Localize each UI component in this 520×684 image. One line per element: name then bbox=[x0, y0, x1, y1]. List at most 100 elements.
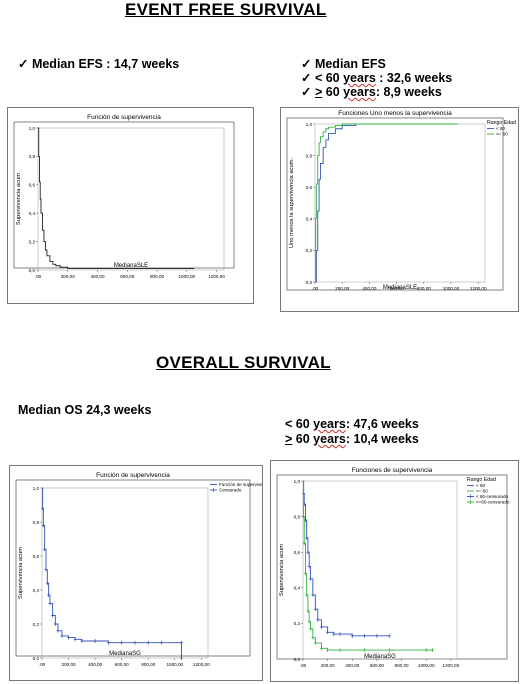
inner-frame bbox=[13, 121, 235, 269]
x-tick-label: 1200,00 bbox=[208, 274, 225, 279]
inner-frame bbox=[276, 474, 508, 660]
legend-entry: >= 60 bbox=[496, 132, 508, 137]
x-tick-label: 600,00 bbox=[390, 286, 404, 291]
os-ge60-years: years bbox=[313, 432, 346, 446]
os-lt60-prefix: < 60 bbox=[285, 417, 314, 431]
x-tick-label: 1200,00 bbox=[443, 663, 460, 668]
chart-os-overall-panel: Función de supervivencia 0,0 0,2 0,4 0,6 0,8 1… bbox=[9, 465, 263, 681]
efs-median-ge60: ✓ > 60 years: 8,9 weeks bbox=[301, 84, 442, 99]
chart-efs-overall-panel: Función de supervivencia 0,0 0,2 0,4 0,6 0,8 1… bbox=[7, 107, 254, 304]
y-tick-label: 0,4 bbox=[294, 586, 301, 591]
inner-frame bbox=[286, 117, 504, 291]
chart-efs-by-age: Funciones Uno menos la supervivencia 0,0 0… bbox=[286, 110, 516, 291]
x-tick-label: 200,00 bbox=[335, 286, 349, 291]
x-tick-label: 1000,00 bbox=[178, 274, 195, 279]
y-tick-label: 0,8 bbox=[29, 154, 36, 159]
x-axis-label: MedianaSG bbox=[109, 651, 141, 657]
os-median-lt60: < 60 years: 47,6 weeks bbox=[285, 417, 419, 431]
y-tick-label: 0,6 bbox=[33, 554, 40, 559]
efs-ge60-value: : 8,9 weeks bbox=[375, 85, 442, 99]
x-tick-label: .00 bbox=[312, 286, 319, 291]
legend-title: Rango Edad bbox=[467, 477, 496, 483]
efs-ge60-mid: 60 bbox=[322, 85, 344, 99]
legend-entry: Censurado bbox=[219, 488, 242, 493]
y-tick-label: 1,0 bbox=[294, 479, 301, 484]
x-tick-label: 600,00 bbox=[115, 662, 129, 667]
x-axis-label: MedianaSG bbox=[364, 654, 396, 660]
efs-lt60-years: years bbox=[343, 71, 376, 85]
y-axis-label: Uno menos la supervivencia acum. bbox=[289, 158, 295, 249]
x-tick-label: 1200,00 bbox=[193, 662, 210, 667]
x-tick-label: 400,00 bbox=[362, 286, 376, 291]
y-tick-label: 0,2 bbox=[306, 248, 313, 253]
y-tick-label: 0,0 bbox=[29, 268, 36, 273]
y-tick-label: 0,4 bbox=[29, 211, 36, 216]
legend-entry: >=60-censurado bbox=[476, 500, 510, 505]
os-ge60-mid: 60 bbox=[292, 432, 314, 446]
efs-ge60-symbol: > bbox=[314, 85, 323, 99]
x-tick-label: 800,00 bbox=[395, 663, 409, 668]
chart-efs-overall: Función de supervivencia 0,0 0,2 0,4 0,6 0,8 1… bbox=[13, 114, 235, 279]
x-tick-label: 1200,00 bbox=[470, 286, 487, 291]
y-tick-label: 0,6 bbox=[294, 550, 301, 555]
y-tick-label: 1,0 bbox=[33, 486, 40, 491]
chart-os-overall: Función de supervivencia 0,0 0,2 0,4 0,6 0,8 1… bbox=[15, 472, 262, 667]
y-tick-label: 0,0 bbox=[33, 656, 40, 661]
y-tick-label: 0,8 bbox=[306, 153, 313, 158]
efs-lt60-prefix: ✓ < 60 bbox=[301, 71, 344, 85]
plot-area bbox=[37, 127, 225, 271]
series-line bbox=[315, 123, 411, 283]
y-tick-label: 1,0 bbox=[29, 126, 36, 131]
y-tick-label: 0,8 bbox=[33, 520, 40, 525]
chart-title: Funciones de supervivencia bbox=[352, 467, 433, 474]
legend-title: Rango Edad bbox=[487, 120, 516, 126]
chart-efs-by-age-panel: Funciones Uno menos la supervivencia 0,0 0… bbox=[280, 107, 519, 312]
x-tick-label: .00 bbox=[35, 274, 42, 279]
legend-entry: < 60 bbox=[496, 126, 506, 131]
chart-os-by-age-panel: Funciones de supervivencia 0,0 0,2 0,4 0,6 0,… bbox=[270, 460, 519, 682]
y-tick-label: 0,6 bbox=[29, 183, 36, 188]
x-tick-label: 400,00 bbox=[345, 663, 359, 668]
plot-area bbox=[302, 480, 458, 660]
chart-title: Funciones Uno menos la supervivencia bbox=[338, 110, 452, 117]
efs-median-all: ✓ Median EFS : 14,7 weeks bbox=[18, 57, 180, 71]
x-tick-label: 800,00 bbox=[417, 286, 431, 291]
chart-title: Función de supervivencia bbox=[96, 472, 170, 479]
x-tick-label: 400,00 bbox=[88, 662, 102, 667]
x-axis-label: MedianaSLE bbox=[383, 285, 417, 291]
chart-title: Función de supervivencia bbox=[87, 114, 161, 121]
y-tick-label: 1,0 bbox=[306, 122, 313, 127]
plot-area bbox=[41, 487, 209, 659]
x-axis-label: MedianaSLE bbox=[114, 263, 148, 269]
legend-entry: Función de supervivencia bbox=[219, 482, 262, 487]
series-line bbox=[38, 127, 195, 270]
x-tick-label: 800,00 bbox=[150, 274, 164, 279]
os-ge60-value: : 10,4 weeks bbox=[345, 432, 419, 446]
y-tick-label: 0,6 bbox=[306, 185, 313, 190]
efs-ge60-years: years bbox=[343, 85, 376, 99]
legend-entry: < 60 bbox=[476, 483, 486, 488]
efs-lt60-value: : 32,6 weeks bbox=[375, 71, 453, 85]
legend-entry: >= 60 bbox=[476, 489, 488, 494]
legend-entry: < 60-censurado bbox=[476, 494, 508, 499]
x-tick-label: 1000,00 bbox=[418, 663, 435, 668]
y-tick-label: 0,4 bbox=[33, 588, 40, 593]
x-tick-label: 200,00 bbox=[321, 663, 335, 668]
y-axis-label: Supervivencia acum bbox=[16, 173, 22, 225]
os-median-all: Median OS 24,3 weeks bbox=[18, 403, 152, 417]
x-tick-label: 600,00 bbox=[370, 663, 384, 668]
y-tick-label: 0,2 bbox=[33, 622, 40, 627]
efs-heading: EVENT FREE SURVIVAL bbox=[125, 0, 327, 19]
x-tick-label: 1000,00 bbox=[166, 662, 183, 667]
x-tick-label: 200,00 bbox=[62, 662, 76, 667]
efs-median-title: ✓ Median EFS bbox=[301, 57, 386, 71]
y-tick-label: 0,0 bbox=[306, 280, 313, 285]
efs-median-lt60: ✓ < 60 years : 32,6 weeks bbox=[301, 70, 452, 85]
os-ge60-symbol: > bbox=[285, 432, 293, 446]
chart-os-by-age: Funciones de supervivencia 0,0 0,2 0,4 0,6 0,… bbox=[276, 467, 510, 668]
x-tick-label: 600,00 bbox=[120, 274, 134, 279]
y-tick-label: 0,2 bbox=[294, 621, 301, 626]
os-median-ge60: > 60 years: 10,4 weeks bbox=[285, 432, 419, 446]
x-tick-label: 1000,00 bbox=[443, 286, 460, 291]
efs-ge60-prefix: ✓ bbox=[301, 85, 315, 99]
